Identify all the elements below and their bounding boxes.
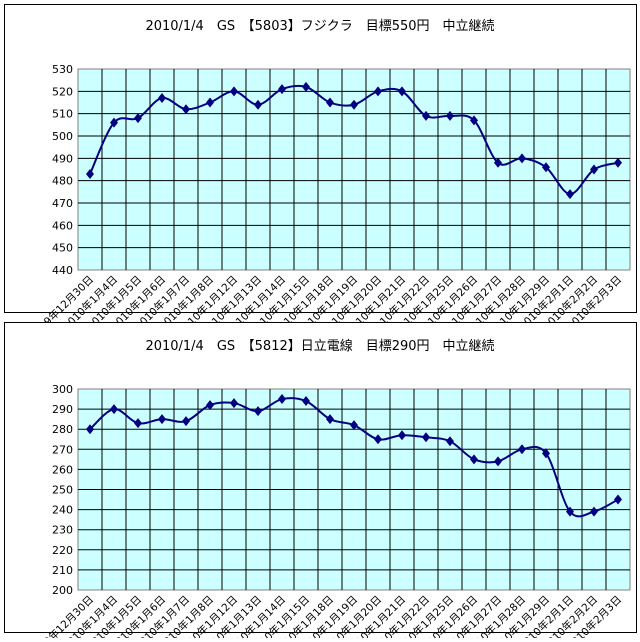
data-point bbox=[542, 162, 550, 173]
data-point bbox=[566, 506, 574, 517]
data-point bbox=[278, 394, 286, 405]
data-point bbox=[446, 110, 454, 121]
y-tick-label: 450 bbox=[52, 242, 73, 255]
data-point bbox=[614, 157, 622, 168]
data-point bbox=[230, 398, 238, 409]
data-point bbox=[110, 404, 118, 415]
chart-title: 2010/1/4 GS 【5812】日立電線 目標290円 中立継続 bbox=[145, 338, 494, 354]
chart-title: 2010/1/4 GS 【5803】フジクラ 目標550円 中立継続 bbox=[145, 19, 494, 34]
data-point bbox=[134, 418, 142, 429]
chart-2: 2010/1/4 GS 【5812】日立電線 目標290円 中立継続 200 210… bbox=[4, 322, 637, 642]
data-point bbox=[590, 164, 598, 175]
data-point bbox=[134, 113, 142, 124]
data-point bbox=[518, 153, 526, 164]
y-tick-label: 500 bbox=[52, 130, 73, 143]
data-point bbox=[302, 396, 310, 407]
data-point bbox=[398, 430, 406, 441]
y-tick-label: 260 bbox=[52, 463, 73, 476]
y-tick-label: 200 bbox=[52, 584, 73, 597]
chart-1: 2010/1/4 GS 【5803】フジクラ 目標550円 中立継続 440 450… bbox=[4, 4, 637, 342]
data-point bbox=[278, 84, 286, 95]
data-point bbox=[398, 86, 406, 97]
data-point bbox=[326, 414, 334, 425]
data-point bbox=[374, 434, 382, 445]
data-point bbox=[182, 104, 190, 115]
data-point bbox=[158, 414, 166, 425]
y-tick-label: 480 bbox=[52, 175, 73, 188]
data-point bbox=[614, 494, 622, 505]
y-tick-label: 510 bbox=[52, 108, 73, 121]
data-point bbox=[518, 444, 526, 455]
data-point bbox=[350, 420, 358, 431]
y-tick-label: 250 bbox=[52, 484, 73, 497]
y-tick-label: 460 bbox=[52, 219, 73, 232]
data-point bbox=[182, 416, 190, 427]
y-tick-label: 440 bbox=[52, 264, 73, 277]
data-point bbox=[230, 86, 238, 97]
data-point bbox=[254, 99, 262, 110]
data-point bbox=[422, 432, 430, 443]
data-point bbox=[350, 99, 358, 110]
data-point bbox=[110, 117, 118, 128]
data-point bbox=[542, 448, 550, 459]
y-tick-label: 230 bbox=[52, 524, 73, 537]
data-point bbox=[206, 97, 214, 108]
data-point bbox=[86, 168, 94, 179]
y-tick-label: 490 bbox=[52, 152, 73, 165]
data-point bbox=[302, 81, 310, 92]
data-point bbox=[446, 436, 454, 447]
y-tick-label: 280 bbox=[52, 423, 73, 436]
data-point bbox=[326, 97, 334, 108]
y-tick-label: 520 bbox=[52, 85, 73, 98]
data-point bbox=[470, 454, 478, 465]
data-point bbox=[566, 189, 574, 200]
data-point bbox=[494, 157, 502, 168]
y-tick-label: 270 bbox=[52, 443, 73, 456]
y-tick-label: 240 bbox=[52, 504, 73, 517]
data-point bbox=[470, 115, 478, 126]
data-point bbox=[86, 424, 94, 435]
y-tick-label: 530 bbox=[52, 63, 73, 76]
y-tick-label: 470 bbox=[52, 197, 73, 210]
data-point bbox=[374, 86, 382, 97]
y-tick-label: 300 bbox=[52, 383, 73, 396]
data-point bbox=[422, 110, 430, 121]
y-tick-label: 210 bbox=[52, 564, 73, 577]
data-point bbox=[494, 456, 502, 467]
y-tick-label: 290 bbox=[52, 403, 73, 416]
data-point bbox=[206, 400, 214, 411]
y-tick-label: 220 bbox=[52, 544, 73, 557]
data-point bbox=[254, 406, 262, 417]
data-point bbox=[158, 93, 166, 104]
data-point bbox=[590, 506, 598, 517]
